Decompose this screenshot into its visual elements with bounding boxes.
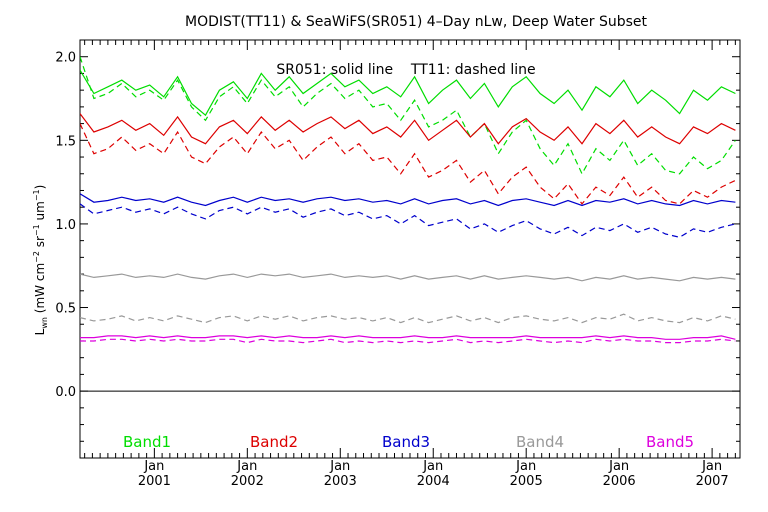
series-line-band4-solid xyxy=(80,273,736,282)
series-line-band1-dashed xyxy=(80,56,736,176)
x-tick-month-label: Jan xyxy=(422,459,443,474)
chart-title: MODIST(TT11) & SeaWiFS(SR051) 4–Day nLw,… xyxy=(185,14,648,30)
series-line-band5-dashed xyxy=(80,338,736,344)
series-line-band3-solid xyxy=(80,193,736,207)
series-line-band4-dashed xyxy=(80,313,736,324)
y-tick-label: 0.0 xyxy=(55,385,76,400)
y-tick-label: 1.5 xyxy=(55,134,76,149)
y-tick-label: 0.5 xyxy=(55,302,76,317)
x-tick-year-label: 2006 xyxy=(603,474,636,489)
series-line-band2-solid xyxy=(80,113,736,145)
plot-frame xyxy=(79,39,741,459)
x-tick-year-label: 2007 xyxy=(696,474,729,489)
x-tick-month-label: Jan xyxy=(143,459,164,474)
x-tick-year-label: 2003 xyxy=(324,474,357,489)
y-tick-label: 1.0 xyxy=(55,218,76,233)
y-axis-title-exp2: −1 xyxy=(32,224,41,236)
y-axis-title-close: ) xyxy=(33,185,47,190)
x-tick-month-label: Jan xyxy=(608,459,629,474)
series-line-band5-solid xyxy=(80,335,736,340)
legend-item-band2: Band2 xyxy=(250,433,298,451)
y-axis-title-unit-start: (mW cm xyxy=(33,263,47,317)
y-axis: 0.0 0.5 1.0 1.5 2.0 xyxy=(55,51,740,442)
x-tick-month-label: Jan xyxy=(515,459,536,474)
legend-item-band4: Band4 xyxy=(516,433,564,451)
y-axis-title-um: um xyxy=(33,201,47,224)
legend-item-band5: Band5 xyxy=(646,433,694,451)
series-annotation: SR051: solid line TT11: dashed line xyxy=(276,62,535,78)
x-tick-year-label: 2001 xyxy=(138,474,171,489)
x-tick-month-label: Jan xyxy=(701,459,722,474)
x-tick-year-label: 2002 xyxy=(231,474,264,489)
x-tick-year-label: 2005 xyxy=(510,474,543,489)
series-group xyxy=(80,56,736,344)
y-axis-title-symbol: L xyxy=(33,328,47,335)
x-tick-year-label: 2004 xyxy=(417,474,450,489)
series-line-band1-solid xyxy=(80,69,736,117)
y-axis-title-sr: sr xyxy=(33,236,47,251)
x-tick-month-label: Jan xyxy=(236,459,257,474)
series-line-band3-dashed xyxy=(80,203,736,238)
legend: Band1 Band2 Band3 Band4 Band5 xyxy=(123,433,694,451)
series-line-band2-dashed xyxy=(80,123,736,205)
legend-item-band3: Band3 xyxy=(382,433,430,451)
x-tick-month-label: Jan xyxy=(329,459,350,474)
y-axis-title: Lwn (mW cm−2 sr−1 um−1) xyxy=(32,185,49,336)
x-axis: Jan2001Jan2002Jan2003Jan2004Jan2005Jan20… xyxy=(84,40,736,489)
legend-item-band1: Band1 xyxy=(123,433,171,451)
y-tick-label: 2.0 xyxy=(55,51,76,66)
y-axis-title-subscript: wn xyxy=(40,317,49,329)
y-axis-title-exp1: −2 xyxy=(32,251,41,263)
y-axis-title-exp3: −1 xyxy=(32,189,41,201)
